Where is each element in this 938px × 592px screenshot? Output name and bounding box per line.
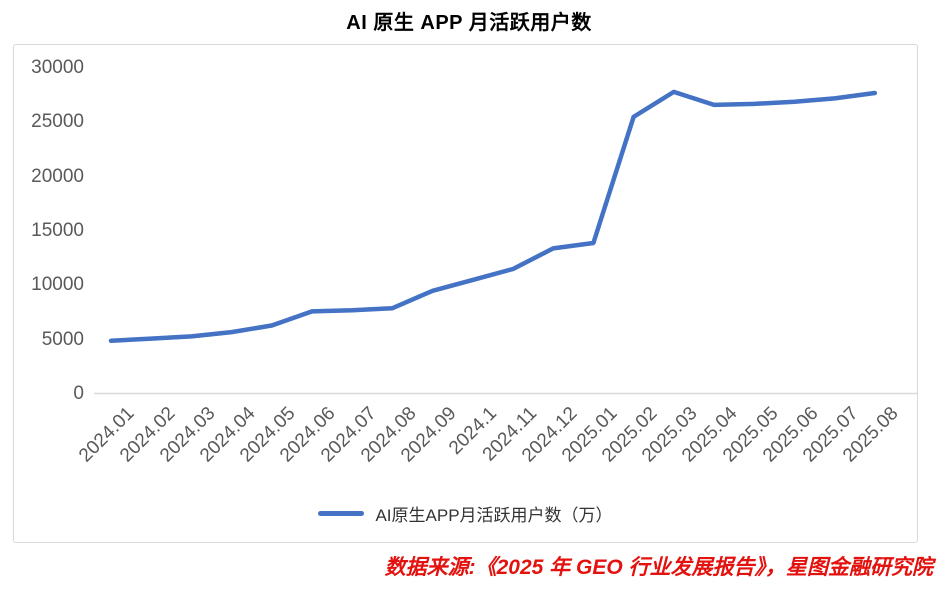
y-axis-label: 10000: [31, 274, 84, 296]
legend-label: AI原生APP月活跃用户数（万）: [375, 506, 613, 525]
y-axis-label: 25000: [31, 111, 84, 133]
chart-container: [13, 44, 918, 543]
legend: AI原生APP月活跃用户数（万）: [13, 501, 918, 526]
chart-title: AI 原生 APP 月活跃用户数: [346, 12, 592, 34]
y-axis-label: 15000: [31, 220, 84, 241]
source-note: 数据来源:《2025 年 GEO 行业发展报告》，星图金融研究院: [384, 556, 933, 579]
y-axis-label: 20000: [31, 165, 84, 187]
y-axis-label: 30000: [31, 57, 84, 78]
legend-line-swatch: [318, 511, 365, 516]
y-axis-label: 0: [73, 383, 84, 404]
y-axis-label: 5000: [41, 328, 84, 350]
